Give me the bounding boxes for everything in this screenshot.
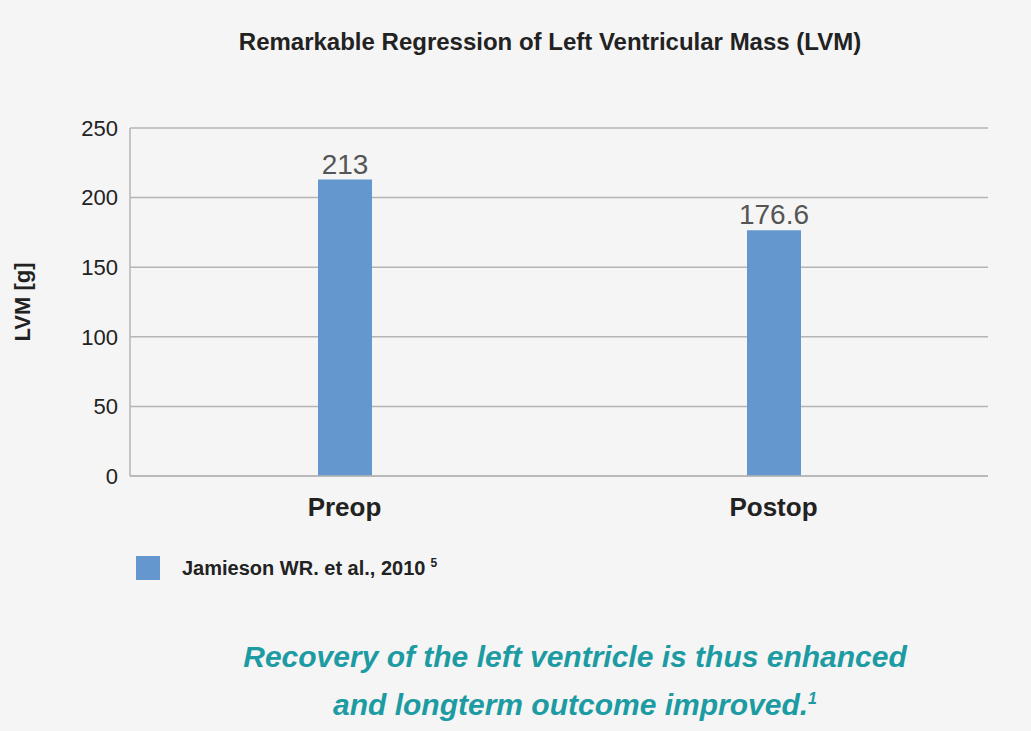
svg-text:0: 0 xyxy=(106,464,118,489)
html-text:Jamieson WR. et al., 2010: Jamieson WR. et al., 2010 xyxy=(182,556,426,579)
svg-text:50: 50 xyxy=(94,394,118,419)
svg-text:250: 250 xyxy=(81,116,118,141)
html-text:Remarkable Regression of Left: Remarkable Regression of Left Ventricula… xyxy=(238,28,862,55)
html-text:and longterm outcome improved.: and longterm outcome improved.1 xyxy=(333,688,817,721)
svg-text:Postop: Postop xyxy=(729,492,817,522)
svg-text:Preop: Preop xyxy=(308,492,382,522)
svg-text:100: 100 xyxy=(81,325,118,350)
svg-text:200: 200 xyxy=(81,185,118,210)
html-text:Recovery of the left ventricle: Recovery of the left ventricle is thus e… xyxy=(243,640,907,673)
svg-text:213: 213 xyxy=(322,149,369,180)
html-text:5: 5 xyxy=(430,556,438,571)
svg-text:150: 150 xyxy=(81,255,118,280)
svg-text:176.6: 176.6 xyxy=(739,199,809,230)
svg-text:LVM [g]: LVM [g] xyxy=(10,262,35,341)
